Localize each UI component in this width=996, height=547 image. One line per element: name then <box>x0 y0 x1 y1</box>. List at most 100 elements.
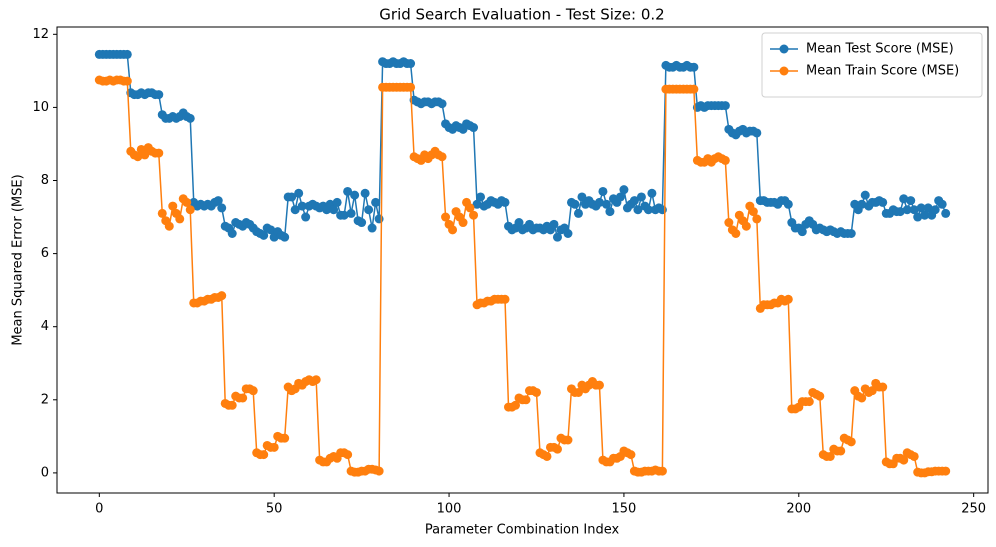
marker <box>563 229 573 239</box>
marker <box>633 205 643 215</box>
marker <box>301 212 311 222</box>
series-line <box>99 79 946 474</box>
marker <box>783 294 793 304</box>
marker <box>472 199 482 209</box>
marker <box>357 218 367 228</box>
marker <box>930 205 940 215</box>
marker <box>500 294 510 304</box>
marker <box>594 197 604 207</box>
marker <box>549 219 559 229</box>
marker <box>846 229 856 239</box>
marker <box>259 230 269 240</box>
marker <box>311 375 321 385</box>
marker <box>657 466 667 476</box>
marker <box>374 214 384 224</box>
marker <box>923 203 933 213</box>
marker <box>601 199 611 209</box>
marker <box>647 188 657 198</box>
marker <box>154 90 164 100</box>
y-tick-label: 4 <box>41 319 49 334</box>
marker <box>465 203 475 213</box>
marker <box>573 208 583 218</box>
x-tick-label: 150 <box>612 502 637 517</box>
marker <box>164 221 174 231</box>
marker <box>287 192 297 202</box>
marker <box>741 221 751 231</box>
marker <box>213 196 223 206</box>
marker <box>266 225 276 235</box>
marker <box>941 208 951 218</box>
marker <box>615 192 625 202</box>
marker <box>458 218 468 228</box>
y-tick-label: 10 <box>32 100 49 115</box>
marker <box>895 207 905 217</box>
marker <box>899 455 909 465</box>
marker <box>280 232 290 242</box>
marker <box>720 155 730 165</box>
marker <box>469 210 479 220</box>
marker <box>836 446 846 456</box>
marker <box>514 218 524 228</box>
legend-marker <box>779 66 789 76</box>
marker <box>437 152 447 162</box>
marker <box>511 400 521 410</box>
marker <box>290 205 300 215</box>
x-tick-label: 0 <box>95 502 103 517</box>
marker <box>594 380 604 390</box>
marker <box>941 466 951 476</box>
marker <box>724 218 734 228</box>
marker <box>552 444 562 454</box>
x-tick-label: 50 <box>266 502 283 517</box>
plot-frame <box>56 26 989 494</box>
marker <box>570 199 580 209</box>
marker <box>154 148 164 158</box>
marker <box>916 203 926 213</box>
marker <box>227 400 237 410</box>
marker <box>360 188 370 198</box>
marker <box>857 393 867 403</box>
marker <box>175 214 185 224</box>
marker <box>157 208 167 218</box>
marker <box>552 232 562 242</box>
marker <box>346 208 356 218</box>
marker <box>542 451 552 461</box>
marker <box>500 197 510 207</box>
marker <box>913 212 923 222</box>
y-axis-label: Mean Squared Error (MSE) <box>11 174 26 345</box>
marker <box>469 123 479 133</box>
chart-title: Grid Search Evaluation - Test Size: 0.2 <box>379 6 664 24</box>
marker <box>857 199 867 209</box>
marker <box>906 196 916 206</box>
marker <box>476 192 486 202</box>
marker <box>878 197 888 207</box>
marker <box>332 197 342 207</box>
marker <box>343 186 353 196</box>
marker <box>909 451 919 461</box>
y-tick-label: 8 <box>41 173 49 188</box>
marker <box>636 192 646 202</box>
marker <box>920 210 930 220</box>
marker <box>878 382 888 392</box>
marker <box>626 450 636 460</box>
marker <box>815 391 825 401</box>
marker <box>182 197 192 207</box>
marker <box>804 397 814 407</box>
marker <box>689 62 699 72</box>
marker <box>563 435 573 445</box>
marker <box>437 99 447 109</box>
marker <box>797 227 807 237</box>
marker <box>185 113 195 123</box>
marker <box>752 214 762 224</box>
marker <box>752 128 762 138</box>
marker <box>297 201 307 211</box>
legend-label: Mean Test Score (MSE) <box>806 42 954 57</box>
x-tick-label: 250 <box>961 502 986 517</box>
x-axis-label: Parameter Combination Index <box>425 523 620 538</box>
marker <box>238 393 248 403</box>
marker <box>909 205 919 215</box>
marker <box>846 437 856 447</box>
marker <box>140 150 150 160</box>
marker <box>217 291 227 301</box>
marker <box>867 386 877 396</box>
marker <box>280 433 290 443</box>
